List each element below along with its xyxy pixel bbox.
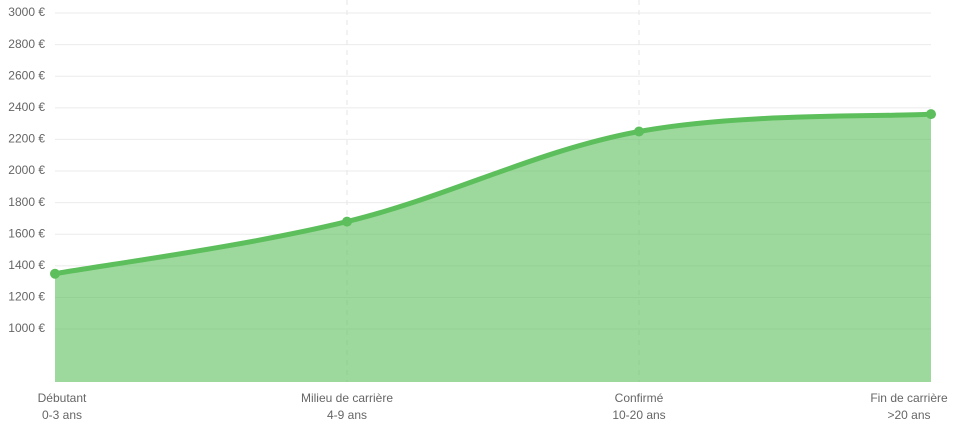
point [634, 126, 644, 137]
y-tick-label: 2000 € [8, 163, 45, 177]
x-tick-label: Confirmé [615, 391, 664, 405]
point [50, 268, 60, 279]
x-tick-label: 10-20 ans [612, 408, 665, 422]
x-tick-label: Débutant [38, 391, 87, 405]
y-tick-label: 2200 € [8, 132, 45, 146]
y-tick-label: 3000 € [8, 5, 45, 19]
y-tick-label: 1400 € [8, 258, 45, 272]
x-tick-label: 0-3 ans [42, 408, 82, 422]
area-fill [55, 114, 931, 382]
y-tick-label: 1000 € [8, 321, 45, 335]
y-tick-label: 1600 € [8, 226, 45, 240]
x-tick-label: >20 ans [887, 408, 930, 422]
x-tick-label: Fin de carrière [870, 391, 948, 405]
x-tick-label: Milieu de carrière [301, 391, 393, 405]
y-tick-label: 2400 € [8, 100, 45, 114]
line [52, 111, 934, 277]
y-tick-label: 2800 € [8, 37, 45, 51]
point [342, 216, 352, 227]
y-tick-label: 2600 € [8, 68, 45, 82]
y-tick-label: 1200 € [8, 290, 45, 304]
point [926, 109, 936, 120]
x-tick-label: 4-9 ans [327, 408, 367, 422]
y-tick-label: 1800 € [8, 195, 45, 209]
